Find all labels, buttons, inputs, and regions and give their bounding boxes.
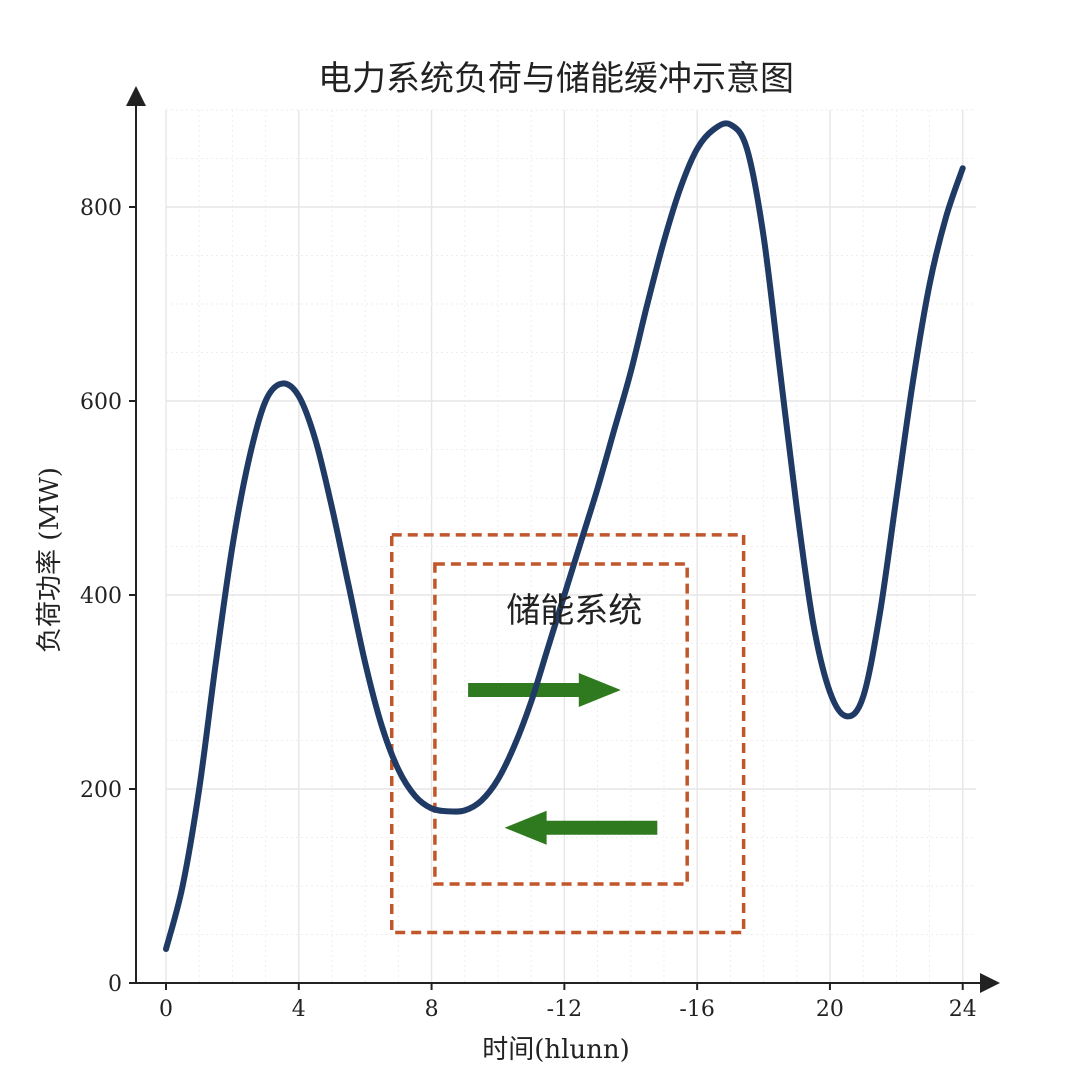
y-tick-label: 200: [80, 778, 122, 803]
y-tick-label: 600: [80, 390, 122, 415]
x-tick-label: 20: [816, 997, 844, 1022]
storage-inner-box: [433, 562, 689, 886]
chart-title: 电力系统负荷与储能缓冲示意图: [318, 59, 794, 99]
x-axis-label: 时间(hlunn): [482, 1035, 630, 1065]
axes: [126, 86, 1000, 993]
grid: [165, 109, 976, 984]
storage-annotation: [389, 533, 746, 935]
y-tick-label: 0: [108, 972, 122, 997]
y-axis-label: 负荷功率 (MW): [35, 467, 65, 653]
load-curve: [163, 120, 966, 953]
charge-arrow: [468, 673, 621, 708]
series-layer: [163, 120, 966, 953]
y-tick-label: 400: [80, 584, 122, 609]
x-tick-label: -12: [547, 997, 582, 1022]
storage-box-label: 储能系统: [506, 591, 642, 631]
storage-outer-box: [389, 533, 746, 935]
x-tick-label: 0: [159, 997, 173, 1022]
x-tick-label: 24: [949, 997, 977, 1022]
discharge-arrow: [504, 810, 658, 845]
y-tick-label: 800: [80, 196, 122, 221]
x-tick-label: 4: [292, 997, 306, 1022]
ticks: 0 4 8 -12 -16 20 24 0 200 400 600 800: [80, 196, 977, 1022]
x-tick-label: 8: [425, 997, 439, 1022]
x-tick-label: -16: [679, 997, 714, 1022]
